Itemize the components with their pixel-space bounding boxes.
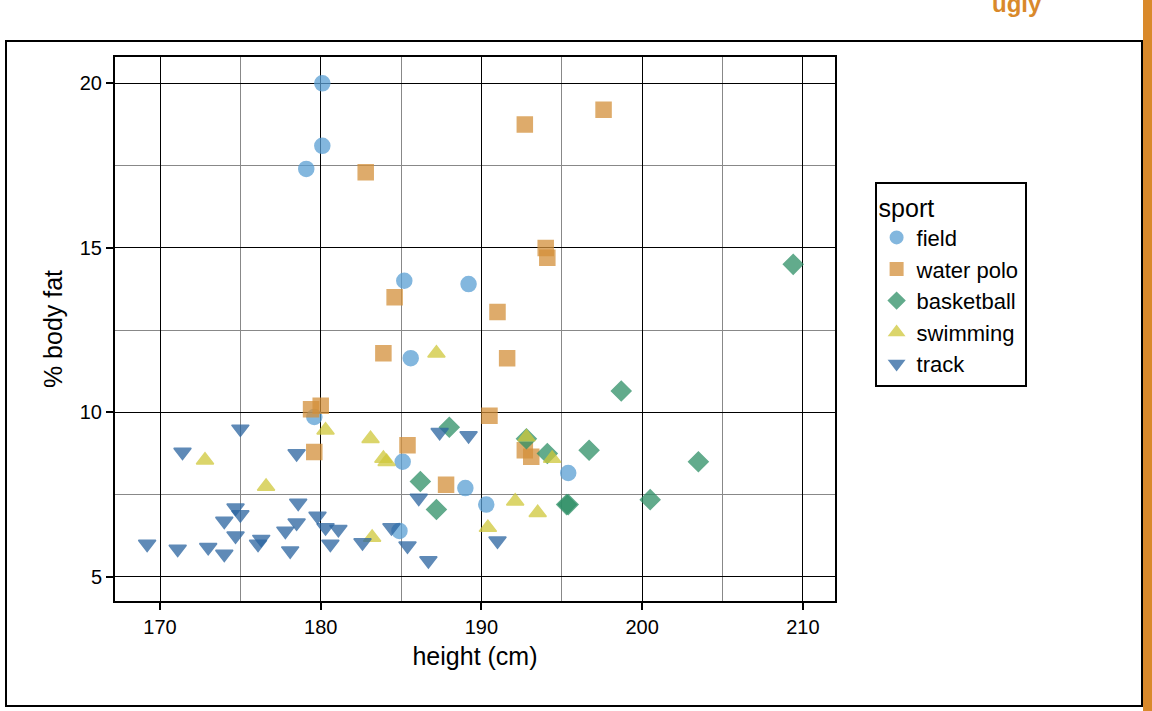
svg-text:5: 5 bbox=[91, 566, 102, 588]
svg-text:basketball: basketball bbox=[917, 289, 1016, 314]
svg-text:200: 200 bbox=[625, 616, 658, 638]
svg-text:% body fat: % body fat bbox=[39, 270, 67, 388]
svg-text:swimming: swimming bbox=[917, 321, 1015, 346]
svg-text:180: 180 bbox=[304, 616, 337, 638]
svg-text:170: 170 bbox=[143, 616, 176, 638]
svg-text:ugly: ugly bbox=[992, 0, 1042, 17]
svg-text:height (cm): height (cm) bbox=[412, 642, 537, 670]
svg-text:190: 190 bbox=[465, 616, 498, 638]
svg-text:sport: sport bbox=[879, 194, 935, 222]
svg-text:15: 15 bbox=[80, 237, 102, 259]
svg-text:20: 20 bbox=[80, 72, 102, 94]
svg-text:10: 10 bbox=[80, 401, 102, 423]
svg-text:210: 210 bbox=[786, 616, 819, 638]
svg-text:field: field bbox=[917, 226, 957, 251]
svg-text:track: track bbox=[917, 352, 966, 377]
svg-text:water polo: water polo bbox=[916, 258, 1019, 283]
